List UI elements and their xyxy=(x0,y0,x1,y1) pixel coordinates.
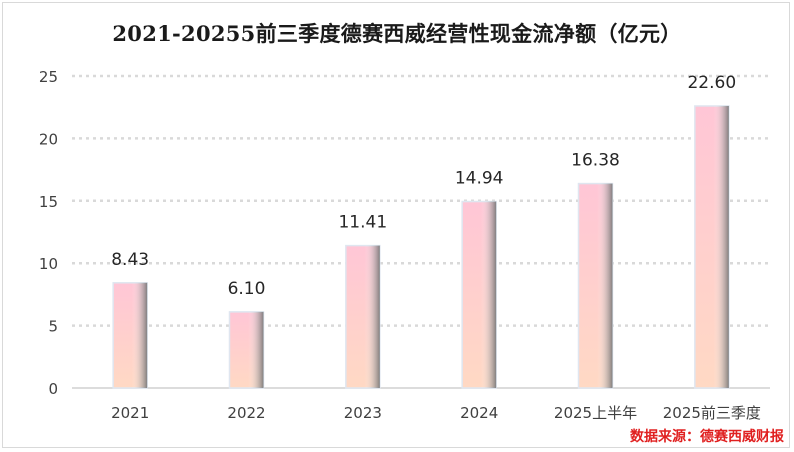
bar-shade xyxy=(113,282,148,388)
bar-shade xyxy=(462,201,497,388)
data-label: 6.10 xyxy=(228,279,266,299)
y-tick-label: 10 xyxy=(39,255,58,273)
chart-title: 2021-20255前三季度德赛西威经营性现金流净额（亿元） xyxy=(112,21,682,46)
y-tick-label: 15 xyxy=(39,193,58,211)
x-tick-label: 2021 xyxy=(111,404,149,422)
x-tick-label: 2023 xyxy=(344,404,382,422)
y-tick-label: 20 xyxy=(39,130,58,148)
data-label: 22.60 xyxy=(687,73,736,93)
bar-2023 xyxy=(345,244,381,389)
bar-shade xyxy=(345,245,380,388)
bar-shade xyxy=(578,183,613,388)
data-label: 8.43 xyxy=(111,250,149,270)
data-label: 11.41 xyxy=(338,213,387,233)
data-label: 14.94 xyxy=(455,169,504,189)
x-tick-label: 2022 xyxy=(227,404,265,422)
bar-2024 xyxy=(461,200,497,389)
y-tick-label: 0 xyxy=(48,380,58,398)
x-tick-label: 2024 xyxy=(460,404,498,422)
x-tick-label: 2025前三季度 xyxy=(663,404,761,422)
x-tick-label: 2025上半年 xyxy=(554,404,637,422)
y-tick-label: 25 xyxy=(39,68,58,86)
bar-shade xyxy=(229,311,264,388)
bar-2025前三季度 xyxy=(694,105,730,389)
source-note: 数据来源：德赛西威财报 xyxy=(630,429,784,445)
bar-shade xyxy=(694,105,729,389)
y-tick-label: 5 xyxy=(48,318,58,336)
bar-2025上半年 xyxy=(577,182,614,389)
data-label: 16.38 xyxy=(571,151,620,171)
bar-2021 xyxy=(112,282,148,389)
bar-2022 xyxy=(228,311,265,389)
